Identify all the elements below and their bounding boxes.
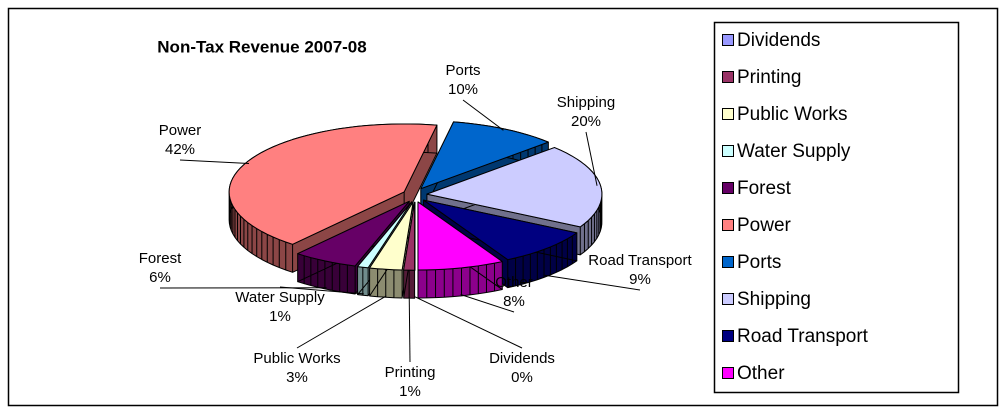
slice <box>297 200 410 267</box>
legend-swatch <box>722 34 734 46</box>
data-label-value: 0% <box>511 369 533 386</box>
data-label-name: Power <box>159 122 202 139</box>
legend-label: Shipping <box>737 289 811 310</box>
data-label-value: 3% <box>286 369 308 386</box>
data-label-name: Dividends <box>489 350 555 367</box>
chart-title: Non-Tax Revenue 2007-08 <box>157 37 366 56</box>
data-label-value: 10% <box>448 81 478 98</box>
data-label-value: 8% <box>503 293 525 310</box>
data-label-name: Ports <box>445 62 480 79</box>
slice <box>417 201 503 271</box>
data-label-value: 20% <box>571 113 601 130</box>
leader-line <box>296 295 387 349</box>
data-label-value: 42% <box>165 141 195 158</box>
slice <box>369 201 414 271</box>
slice <box>420 121 549 190</box>
slice <box>422 199 578 261</box>
legend-swatch <box>722 108 734 120</box>
legend-swatch <box>722 219 734 231</box>
data-label-value: 1% <box>269 308 291 325</box>
legend-label: Water Supply <box>737 141 851 162</box>
legend-label: Ports <box>737 252 781 273</box>
leader-line <box>460 294 515 313</box>
legend-label: Forest <box>737 178 792 199</box>
leader-line <box>544 274 641 291</box>
pie <box>228 121 603 299</box>
leader-line <box>414 296 523 349</box>
data-label-name: Road Transport <box>588 252 692 269</box>
data-label-name: Other <box>495 274 533 291</box>
data-label-value: 9% <box>629 271 651 288</box>
legend-swatch <box>722 367 734 379</box>
slice <box>426 147 603 228</box>
legend-label: Power <box>737 215 792 236</box>
leader-line <box>179 159 249 165</box>
leader-line <box>462 99 504 131</box>
slice <box>357 201 413 269</box>
legend-swatch <box>722 182 734 194</box>
legend-swatch <box>722 256 734 268</box>
legend-swatch <box>722 71 734 83</box>
legend-swatch <box>722 330 734 342</box>
data-label-name: Printing <box>385 364 436 381</box>
legend-label: Printing <box>737 67 801 88</box>
data-label-value: 1% <box>399 383 421 400</box>
leader-line <box>408 296 411 363</box>
leader-line <box>585 131 598 186</box>
legend-label: Other <box>737 363 785 384</box>
legend-label: Dividends <box>737 30 820 51</box>
legend <box>713 21 960 394</box>
legend-swatch <box>722 293 734 305</box>
legend-label: Road Transport <box>737 326 869 347</box>
data-label-name: Forest <box>139 250 182 267</box>
legend-swatch <box>722 145 734 157</box>
data-label-name: Public Works <box>253 350 340 367</box>
legend-label: Public Works <box>737 104 848 125</box>
data-label-name: Water Supply <box>235 289 325 306</box>
data-label-value: 6% <box>149 269 171 286</box>
data-label-name: Shipping <box>557 94 615 111</box>
